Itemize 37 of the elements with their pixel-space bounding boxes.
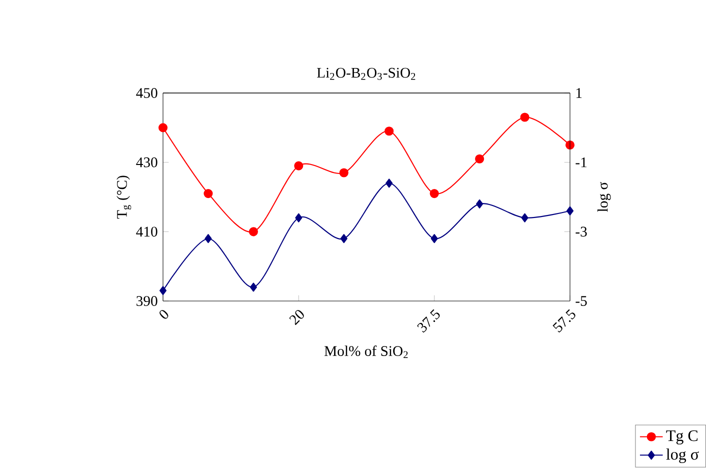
legend-label: Tg C — [666, 430, 698, 444]
point — [250, 282, 257, 292]
x-tick-label: 0 — [160, 310, 168, 319]
legend-label: log σ — [666, 448, 699, 464]
point — [159, 286, 167, 296]
point — [521, 213, 528, 222]
x-tick-label: 57.5 — [552, 309, 576, 332]
point — [476, 199, 484, 208]
y2-tick-label: -5 — [576, 296, 587, 306]
y-axis-title: T$_{g}$ (°C) — [116, 176, 132, 219]
point — [386, 178, 393, 188]
y-tick-label: 390 — [136, 296, 158, 306]
chart-title: Li$_{2}$O-B$_{2}$O$_{3}$-SiO$_{2}$ — [317, 68, 416, 80]
y-tick-label: 430 — [136, 157, 158, 168]
x-axis-title: Mol% of SiO$_{2}$ — [324, 346, 408, 358]
x-tick-label: 37.5 — [417, 309, 440, 333]
point — [384, 126, 394, 136]
y2-tick-label: 1 — [576, 88, 582, 98]
x-tick-label: 20 — [289, 310, 304, 326]
point — [204, 234, 212, 244]
point — [340, 234, 348, 244]
point — [248, 227, 258, 236]
point — [475, 154, 484, 164]
y-tick-label: 450 — [136, 88, 158, 98]
point — [430, 234, 438, 244]
y-tick-label: 410 — [136, 226, 158, 237]
point — [204, 188, 213, 198]
point — [158, 123, 168, 132]
y2-axis-title: log σ — [597, 182, 611, 212]
point — [520, 112, 530, 122]
point — [430, 188, 439, 198]
point — [295, 213, 302, 222]
point — [294, 161, 304, 170]
point — [339, 168, 348, 178]
y2-tick-label: -1 — [576, 157, 586, 168]
point — [566, 206, 574, 216]
y2-tick-label: -3 — [576, 226, 587, 237]
